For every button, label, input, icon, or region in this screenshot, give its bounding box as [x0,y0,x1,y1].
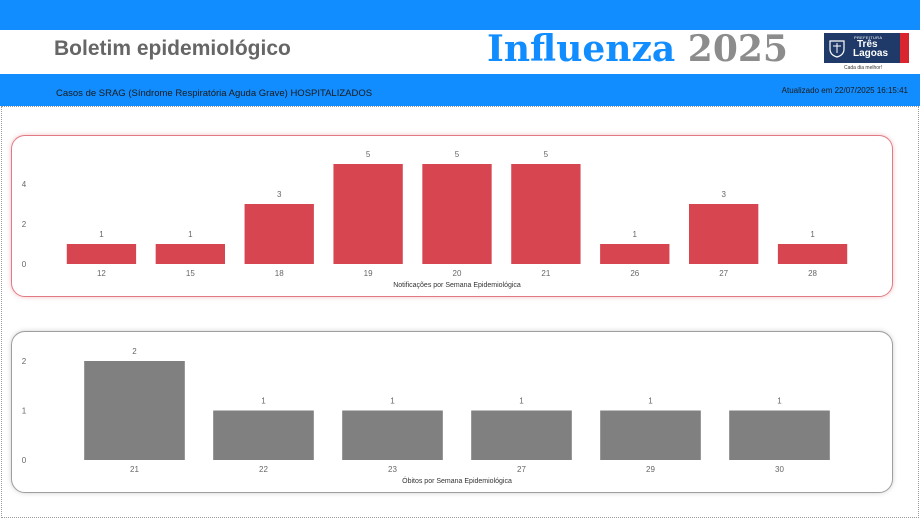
notif-bar [333,164,403,264]
logo-slogan: Cada dia melhor! [844,65,883,71]
brand-word-year: 2025 [687,28,788,70]
notif-bar [244,204,314,264]
deaths-y-tick-label: 1 [22,407,27,416]
brand-word-influenza: Influenza [487,28,676,70]
notif-y-tick-label: 4 [22,180,27,189]
crest-icon [829,40,845,58]
notif-bar [66,244,137,264]
logo-name-line2: Lagoas [853,48,889,59]
deaths-data-label: 2 [132,347,137,356]
notif-y-tick-label: 0 [22,260,27,269]
notif-bar [422,164,492,264]
notif-x-tick-label: 20 [453,269,462,278]
brand-title: Influenza 2025 [487,28,788,70]
notif-bar [155,244,225,264]
deaths-x-tick-label: 29 [646,465,655,474]
notif-data-label: 1 [810,230,815,239]
notif-y-tick-label: 2 [22,220,27,229]
deaths-bar [342,410,443,460]
notif-data-label: 3 [721,190,726,199]
notif-x-tick-label: 21 [541,269,550,278]
notif-x-tick-label: 26 [630,269,639,278]
page-title: Boletim epidemiológico [54,37,291,60]
top-accent-bar [0,0,920,30]
deaths-bar [600,410,701,460]
deaths-data-label: 1 [777,397,782,406]
notif-data-label: 1 [99,230,104,239]
logo-name-line1: Três [857,39,878,50]
notifications-chart-card: 0 2 4 1 12 1 15 3 18 5 19 5 20 5 21 1 26 3 27 1 28 Notificaçõ… [11,135,893,297]
notif-x-tick-label: 15 [186,269,195,278]
deaths-x-tick-label: 30 [775,465,784,474]
prefeitura-logo: PREFEITURA Três Lagoas Cada dia melhor! [824,33,910,73]
notif-data-label: 1 [633,230,638,239]
notif-x-tick-label: 18 [275,269,284,278]
notif-bar [777,244,848,264]
notif-x-tick-label: 28 [808,269,817,278]
deaths-data-label: 1 [390,397,395,406]
deaths-x-tick-label: 22 [259,465,268,474]
header: Boletim epidemiológico Influenza 2025 PR… [0,28,920,74]
deaths-chart-card: 0 1 2 2 21 1 22 1 23 1 27 1 29 1 30 Óbitos por Semana E… [11,331,893,493]
deaths-y-tick-label: 2 [22,357,27,366]
updated-timestamp: Atualizado em 22/07/2025 16:15:41 [781,86,908,95]
notif-bar [689,204,759,264]
deaths-data-label: 1 [648,397,653,406]
deaths-x-axis-title: Óbitos por Semana Epidemiológica [402,476,512,485]
notif-bar [600,244,670,264]
deaths-bar [729,410,830,460]
notif-data-label: 5 [455,150,460,159]
subheader-bar: Casos de SRAG (Síndrome Respiratória Agu… [0,74,920,106]
notif-x-tick-label: 27 [719,269,728,278]
deaths-x-tick-label: 27 [517,465,526,474]
notif-data-label: 5 [544,150,549,159]
deaths-data-label: 1 [261,397,266,406]
deaths-data-label: 1 [519,397,524,406]
subtitle: Casos de SRAG (Síndrome Respiratória Agu… [56,88,373,99]
deaths-y-tick-label: 0 [22,456,27,465]
deaths-x-tick-label: 21 [130,465,139,474]
notif-data-label: 3 [277,190,282,199]
notif-data-label: 1 [188,230,193,239]
logo-small-text: PREFEITURA [854,35,883,40]
notifications-chart: 0 2 4 1 12 1 15 3 18 5 19 5 20 5 21 1 26 3 27 1 28 Notificaçõ… [22,150,848,289]
notif-bar [511,164,581,264]
deaths-x-tick-label: 23 [388,465,397,474]
deaths-bar [213,410,314,460]
deaths-bar [84,361,185,460]
notif-data-label: 5 [366,150,371,159]
notif-x-tick-label: 19 [364,269,373,278]
notif-x-tick-label: 12 [97,269,106,278]
notif-x-axis-title: Notificações por Semana Epidemiológica [393,282,521,289]
deaths-bar [471,410,572,460]
